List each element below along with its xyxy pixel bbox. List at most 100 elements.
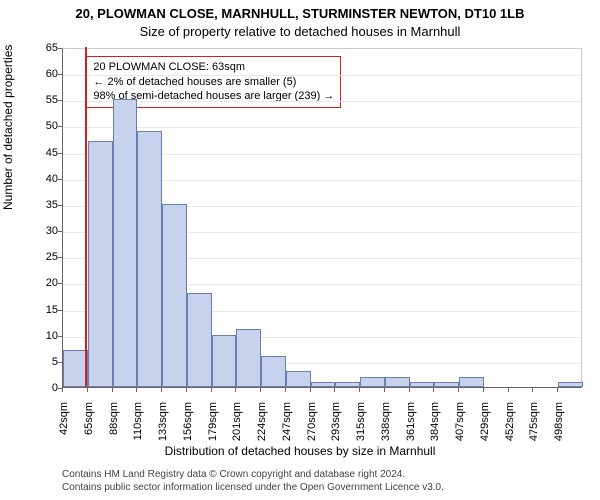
x-tick-label: 247sqm	[281, 402, 293, 452]
x-tick-label: 361sqm	[405, 402, 417, 452]
x-tick-mark	[458, 388, 459, 392]
x-tick-mark	[235, 388, 236, 392]
y-tick-label: 45	[28, 147, 58, 159]
histogram-bar	[434, 382, 459, 387]
x-tick-label: 270sqm	[306, 402, 318, 452]
x-tick-label: 498sqm	[553, 402, 565, 452]
histogram-bar	[162, 204, 187, 387]
y-tick-mark	[58, 153, 62, 154]
x-tick-label: 429sqm	[479, 402, 491, 452]
y-tick-label: 60	[28, 68, 58, 80]
histogram-bar	[236, 329, 261, 387]
x-tick-mark	[186, 388, 187, 392]
y-tick-mark	[58, 362, 62, 363]
x-tick-mark	[433, 388, 434, 392]
histogram-bar	[410, 382, 435, 387]
y-tick-label: 20	[28, 277, 58, 289]
x-tick-mark	[359, 388, 360, 392]
y-tick-mark	[58, 283, 62, 284]
x-tick-mark	[310, 388, 311, 392]
y-tick-mark	[58, 231, 62, 232]
y-tick-mark	[58, 100, 62, 101]
marker-line	[85, 47, 87, 387]
y-tick-mark	[58, 310, 62, 311]
histogram-bar	[212, 335, 237, 387]
histogram-bar	[113, 99, 138, 387]
copyright-block: Contains HM Land Registry data © Crown c…	[62, 468, 444, 494]
histogram-bar	[459, 377, 484, 387]
y-tick-label: 55	[28, 94, 58, 106]
x-tick-mark	[161, 388, 162, 392]
x-tick-mark	[334, 388, 335, 392]
x-tick-label: 407sqm	[454, 402, 466, 452]
histogram-bar	[558, 382, 583, 387]
copyright-line-1: Contains HM Land Registry data © Crown c…	[62, 468, 444, 481]
x-tick-mark	[62, 388, 63, 392]
y-tick-label: 35	[28, 199, 58, 211]
histogram-bar	[137, 131, 162, 387]
annotation-line-2: ← 2% of detached houses are smaller (5)	[93, 75, 334, 90]
y-tick-label: 25	[28, 251, 58, 263]
x-tick-label: 42sqm	[58, 402, 70, 452]
histogram-bar	[311, 382, 336, 387]
x-tick-label: 338sqm	[380, 402, 392, 452]
histogram-bar	[385, 377, 410, 387]
x-tick-mark	[87, 388, 88, 392]
histogram-bar	[88, 141, 113, 387]
x-tick-mark	[384, 388, 385, 392]
histogram-bar	[360, 377, 385, 387]
gridline-h	[63, 127, 581, 128]
x-tick-label: 133sqm	[157, 402, 169, 452]
x-tick-mark	[211, 388, 212, 392]
x-tick-mark	[112, 388, 113, 392]
x-tick-label: 110sqm	[132, 402, 144, 452]
y-tick-label: 10	[28, 330, 58, 342]
x-tick-label: 65sqm	[83, 402, 95, 452]
x-tick-label: 384sqm	[429, 402, 441, 452]
chart-title-main: 20, PLOWMAN CLOSE, MARNHULL, STURMINSTER…	[0, 6, 600, 21]
copyright-line-2: Contains public sector information licen…	[62, 481, 444, 494]
y-tick-label: 0	[28, 382, 58, 394]
gridline-h	[63, 75, 581, 76]
x-tick-label: 293sqm	[330, 402, 342, 452]
histogram-bar	[187, 293, 212, 387]
plot-area: 20 PLOWMAN CLOSE: 63sqm ← 2% of detached…	[62, 48, 582, 388]
x-tick-mark	[136, 388, 137, 392]
y-tick-label: 5	[28, 356, 58, 368]
x-tick-label: 201sqm	[231, 402, 243, 452]
annotation-line-1: 20 PLOWMAN CLOSE: 63sqm	[93, 60, 334, 75]
y-tick-mark	[58, 126, 62, 127]
y-tick-mark	[58, 205, 62, 206]
y-tick-mark	[58, 336, 62, 337]
x-tick-label: 315sqm	[355, 402, 367, 452]
histogram-bar	[286, 371, 311, 387]
x-tick-mark	[532, 388, 533, 392]
x-tick-mark	[483, 388, 484, 392]
x-tick-mark	[508, 388, 509, 392]
y-tick-label: 65	[28, 42, 58, 54]
y-tick-label: 40	[28, 173, 58, 185]
y-tick-mark	[58, 74, 62, 75]
x-tick-label: 475sqm	[528, 402, 540, 452]
x-tick-label: 179sqm	[207, 402, 219, 452]
chart-title-sub: Size of property relative to detached ho…	[0, 24, 600, 39]
x-tick-mark	[409, 388, 410, 392]
x-tick-label: 88sqm	[108, 402, 120, 452]
x-tick-mark	[285, 388, 286, 392]
y-tick-mark	[58, 179, 62, 180]
x-tick-label: 156sqm	[182, 402, 194, 452]
y-tick-label: 30	[28, 225, 58, 237]
histogram-bar	[261, 356, 286, 387]
y-tick-mark	[58, 48, 62, 49]
histogram-bar	[335, 382, 360, 387]
x-tick-mark	[557, 388, 558, 392]
x-tick-mark	[260, 388, 261, 392]
y-axis-label: Number of detached properties	[1, 45, 15, 210]
y-tick-mark	[58, 257, 62, 258]
y-tick-label: 50	[28, 120, 58, 132]
x-tick-label: 452sqm	[504, 402, 516, 452]
x-tick-label: 224sqm	[256, 402, 268, 452]
y-tick-label: 15	[28, 304, 58, 316]
gridline-h	[63, 101, 581, 102]
histogram-bar	[63, 350, 88, 387]
